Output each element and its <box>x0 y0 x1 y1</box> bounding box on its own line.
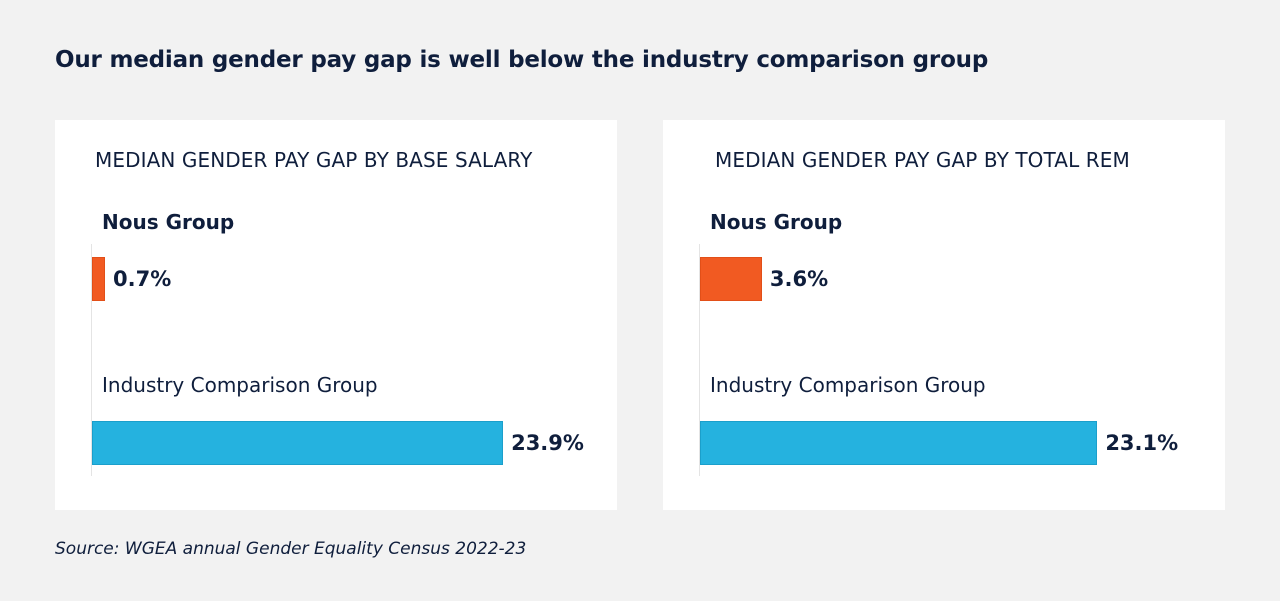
bar-nous-base-salary <box>92 257 105 301</box>
bar-nous-total-rem <box>700 257 762 301</box>
value-label-industry-total-rem: 23.1% <box>1105 431 1179 455</box>
chart-card-base-salary: MEDIAN GENDER PAY GAP BY BASE SALARY Nou… <box>55 120 617 510</box>
axis-line <box>91 244 92 476</box>
chart-title-base-salary: MEDIAN GENDER PAY GAP BY BASE SALARY <box>95 148 533 172</box>
page-title: Our median gender pay gap is well below … <box>55 47 989 73</box>
source-note: Source: WGEA annual Gender Equality Cens… <box>55 539 527 559</box>
bar-industry-total-rem <box>700 421 1098 465</box>
value-label-nous-base-salary: 0.7% <box>113 267 172 291</box>
category-label-industry: Industry Comparison Group <box>710 373 986 397</box>
category-label-nous: Nous Group <box>710 210 843 234</box>
category-label-industry: Industry Comparison Group <box>102 373 378 397</box>
category-label-nous: Nous Group <box>102 210 235 234</box>
chart-card-total-rem: MEDIAN GENDER PAY GAP BY TOTAL REM Nous … <box>663 120 1225 510</box>
bar-industry-base-salary <box>92 421 504 465</box>
chart-title-total-rem: MEDIAN GENDER PAY GAP BY TOTAL REM <box>715 148 1130 172</box>
value-label-nous-total-rem: 3.6% <box>769 267 829 291</box>
value-label-industry-base-salary: 23.9% <box>511 431 584 455</box>
axis-line <box>699 244 700 476</box>
